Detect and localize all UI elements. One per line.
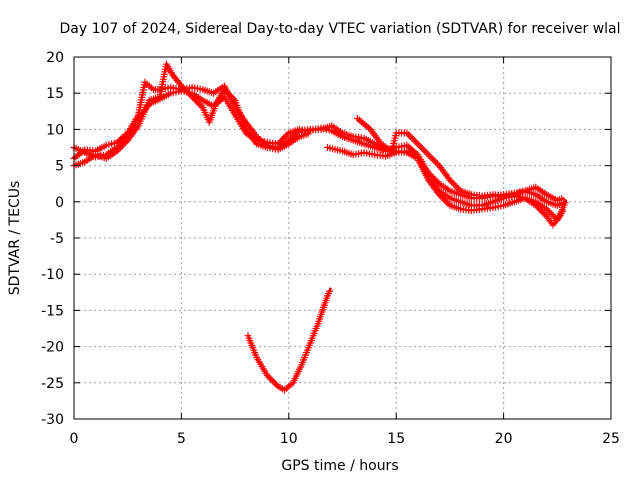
y-tick-label: -10 bbox=[41, 267, 64, 283]
data-point bbox=[115, 137, 123, 145]
data-point bbox=[558, 195, 566, 203]
series-line bbox=[246, 287, 332, 392]
y-tick-label: -20 bbox=[41, 340, 64, 356]
series-sat-f bbox=[244, 287, 334, 394]
y-tick-label: 10 bbox=[46, 122, 64, 138]
series-layer bbox=[70, 60, 569, 394]
x-tick-label: 15 bbox=[387, 431, 405, 447]
y-tick-label: 15 bbox=[46, 86, 64, 102]
y-tick-label: -30 bbox=[41, 412, 64, 428]
y-tick-label: 20 bbox=[46, 50, 64, 66]
y-tick-label: -15 bbox=[41, 303, 64, 319]
series-sat-e bbox=[354, 115, 566, 204]
y-tick-label: 5 bbox=[55, 159, 64, 175]
chart-title: Day 107 of 2024, Sidereal Day-to-day VTE… bbox=[59, 21, 620, 37]
x-tick-label: 0 bbox=[70, 431, 79, 447]
y-axis-label: SDTVAR / TECUs bbox=[7, 181, 23, 296]
series-sat-b bbox=[70, 78, 566, 224]
y-tick-label: -25 bbox=[41, 376, 64, 392]
x-tick-label: 20 bbox=[495, 431, 513, 447]
data-point bbox=[326, 287, 334, 295]
series-sat-a bbox=[70, 87, 568, 209]
y-tick-label: -5 bbox=[50, 231, 64, 247]
x-axis-label: GPS time / hours bbox=[281, 458, 398, 474]
y-tick-label: 0 bbox=[55, 195, 64, 211]
series-sat-d bbox=[324, 144, 569, 229]
series-sat-c bbox=[70, 60, 312, 170]
tick-layer: 0 5 10 15 20 25 20 15 10 5 0 -5 -10 -15 -20 -25 -30 bbox=[41, 50, 620, 447]
data-point bbox=[304, 130, 312, 138]
grid-layer bbox=[74, 57, 611, 419]
x-tick-label: 5 bbox=[177, 431, 186, 447]
data-point bbox=[561, 199, 569, 207]
x-tick-label: 25 bbox=[602, 431, 620, 447]
x-tick-label: 10 bbox=[280, 431, 298, 447]
